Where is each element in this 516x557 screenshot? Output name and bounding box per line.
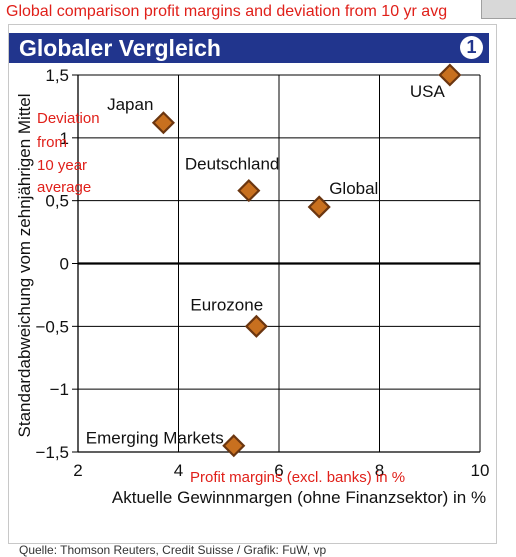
- point-label: Global: [329, 179, 378, 198]
- window-corner-fragment: [481, 0, 516, 19]
- point-label: Deutschland: [185, 155, 280, 174]
- y-tick-label: −0,5: [35, 317, 69, 336]
- chart-card: Globaler Vergleich 1 Quelle: Thomson Reu…: [8, 24, 497, 557]
- point-label: USA: [410, 82, 446, 101]
- data-point-japan: [151, 111, 175, 135]
- y-tick-label: 0,5: [45, 192, 69, 211]
- axis-layer: 1,5 1 0,5 0 −0,5 −1 −1,52 4 6 8 10 Aktuelle Gewinnm…: [15, 66, 489, 507]
- data-point-deutschland: [237, 179, 261, 203]
- point-label: Eurozone: [190, 295, 263, 314]
- x-tick-label: 4: [174, 461, 183, 480]
- data-point-global: [307, 195, 331, 219]
- overlay-layer: Deviation from 10 year average Profit margin…: [37, 110, 405, 486]
- point-layer: USA Japan Deutschland Global Eurozone Emergin…: [86, 63, 462, 458]
- grid-layer: [72, 74, 481, 453]
- overlay-y-note-line: 10 year: [37, 157, 87, 174]
- overlay-y-note-line: average: [37, 179, 91, 196]
- x-tick-label: 6: [274, 461, 283, 480]
- data-point-eurozone: [244, 314, 268, 338]
- y-axis-label: Standardabweichung vom zehnjährigen Mitt…: [15, 94, 34, 438]
- figure-number-badge: 1: [460, 36, 483, 59]
- point-label: Japan: [107, 95, 153, 114]
- chart-title: Globaler Vergleich: [19, 35, 221, 61]
- x-tick-label: 8: [375, 461, 384, 480]
- chart-caption: Global comparison profit margins and dev…: [6, 3, 448, 20]
- overlay-y-note-line: from: [37, 134, 67, 151]
- y-tick-label: 1,5: [45, 66, 69, 85]
- y-tick-label: 0: [60, 255, 69, 274]
- x-axis-label: Aktuelle Gewinnmargen (ohne Finanzsektor…: [112, 488, 486, 507]
- overlay-y-note-line: Deviation: [37, 110, 100, 127]
- title-bar: Globaler Vergleich 1: [9, 33, 489, 63]
- point-label: Emerging Markets: [86, 429, 224, 448]
- y-tick-label: −1,5: [35, 443, 69, 462]
- x-tick-label: 2: [73, 461, 82, 480]
- y-tick-label: −1: [50, 380, 69, 399]
- data-point-usa: [438, 63, 462, 87]
- x-tick-label: 10: [471, 461, 490, 480]
- data-point-emerging-markets: [222, 434, 246, 458]
- overlay-x-note: Profit margins (excl. banks) in %: [190, 469, 405, 486]
- y-tick-label: 1: [60, 129, 69, 148]
